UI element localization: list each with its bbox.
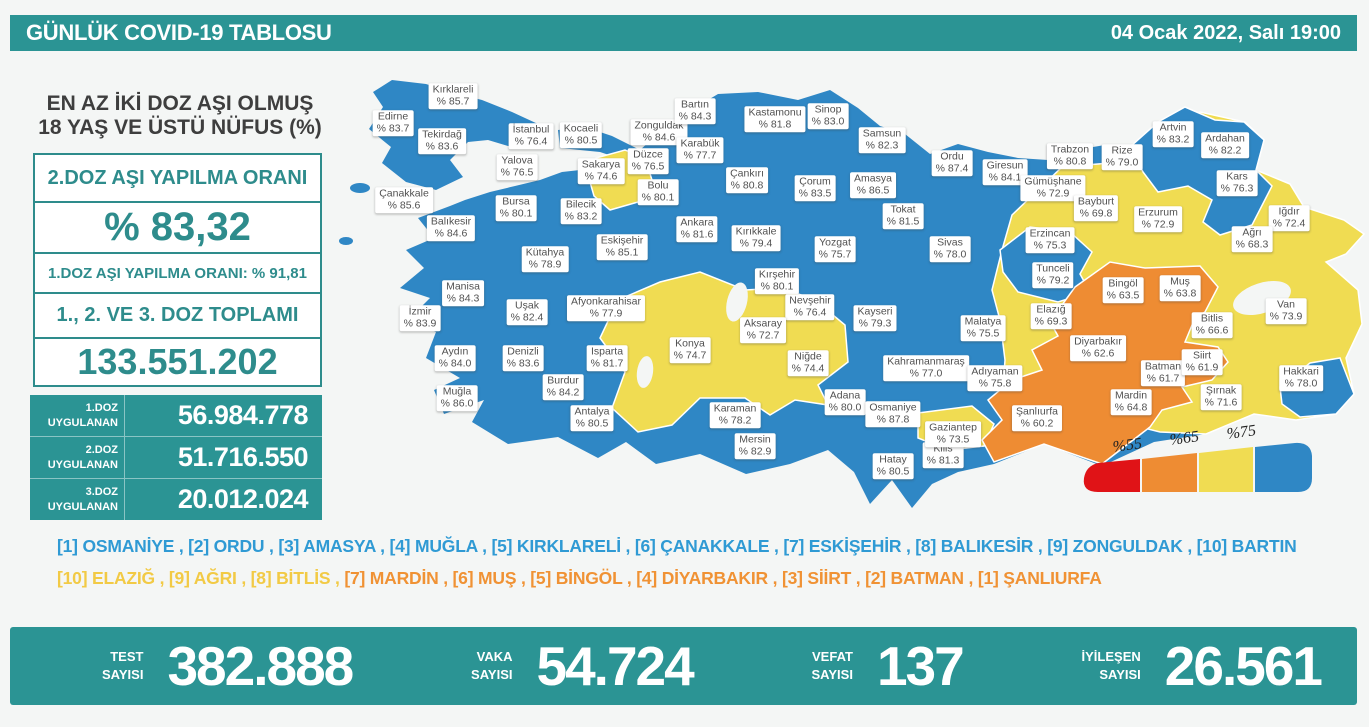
- map-legend: %55 %65 %75: [1083, 422, 1312, 492]
- header-bar: GÜNLÜK COVID-19 TABLOSU 04 Ocak 2022, Sa…: [10, 15, 1357, 51]
- dose2-value: 51.716.550: [177, 442, 309, 472]
- table-row: 3.DOZ UYGULANAN 20.012.024: [30, 478, 322, 520]
- dose3-value: 20.012.024: [177, 484, 309, 514]
- dose3-label: 3.DOZ: [85, 485, 118, 498]
- bottom-list-yellow-part: [10] ELAZIĞ , [9] AĞRI , [8] BİTLİS ,: [57, 568, 345, 588]
- dose1-value: 56.984.778: [177, 400, 309, 430]
- stat-iyilesen-value: 26.561: [1164, 635, 1323, 697]
- legend-label-65: %65: [1169, 428, 1200, 449]
- first-dose-rate-line: 1.DOZ AŞI YAPILMA ORANI: % 91,81: [33, 252, 322, 294]
- stat-iyilesen-label1: İYİLEŞEN: [1081, 649, 1141, 665]
- second-dose-rate-value: % 83,32: [33, 201, 322, 254]
- subtitle-line1: EN AZ İKİ DOZ AŞI OLMUŞ: [46, 92, 314, 115]
- page-title: GÜNLÜK COVID-19 TABLOSU: [26, 20, 332, 45]
- stat-vaka: VAKA SAYISI 54.724: [471, 634, 695, 698]
- stat-vefat-label1: VEFAT: [812, 649, 853, 665]
- stat-vefat-label2: SAYISI: [811, 667, 853, 682]
- stat-vefat: VEFAT SAYISI 137: [811, 634, 965, 698]
- stat-vaka-label2: SAYISI: [471, 667, 513, 682]
- stat-test-value: 382.888: [167, 635, 354, 697]
- legend-segment-blue: [1255, 442, 1312, 492]
- report-date: 04 Ocak 2022, Salı 19:00: [1110, 21, 1341, 44]
- island: [339, 237, 353, 245]
- dose1-label: 1.DOZ: [85, 401, 118, 414]
- legend-segment-red: [1083, 459, 1140, 492]
- dose2-sublabel: UYGULANAN: [47, 458, 118, 471]
- bottom-vaccinated-provinces-list: [10] ELAZIĞ , [9] AĞRI , [8] BİTLİS , [7…: [57, 568, 1327, 589]
- dose2-label: 2.DOZ: [85, 443, 118, 456]
- stat-vaka-value: 54.724: [536, 635, 694, 697]
- dose3-sublabel: UYGULANAN: [47, 500, 118, 513]
- stat-test-label1: TEST: [110, 649, 144, 665]
- stat-test-label2: SAYISI: [102, 667, 144, 682]
- subtitle-line2: 18 YAŞ VE ÜSTÜ NÜFUS (%): [38, 116, 322, 140]
- stat-vaka-label1: VAKA: [476, 649, 513, 665]
- vaccinated-population-subtitle: EN AZ İKİ DOZ AŞI OLMUŞ 18 YAŞ VE ÜSTÜ N…: [18, 92, 342, 140]
- island: [350, 183, 370, 193]
- daily-stats-bar: TEST SAYISI 382.888 VAKA SAYISI 54.724 V…: [10, 627, 1357, 705]
- bottom-list-orange-part: [7] MARDİN , [6] MUŞ , [5] BİNGÖL , [4] …: [344, 568, 1102, 588]
- stat-iyilesen: İYİLEŞEN SAYISI 26.561: [1081, 634, 1323, 698]
- top-vaccinated-provinces-list: [1] OSMANİYE , [2] ORDU , [3] AMASYA , […: [57, 536, 1297, 556]
- legend-segment-yellow: [1199, 447, 1253, 492]
- table-row: 2.DOZ UYGULANAN 51.716.550: [30, 436, 322, 478]
- legend-label-75: %75: [1226, 422, 1257, 443]
- stat-vefat-value: 137: [876, 635, 965, 697]
- stat-iyilesen-label2: SAYISI: [1099, 667, 1141, 682]
- total-doses-value: 133.551.202: [33, 337, 322, 387]
- lake-beysehir: [636, 356, 654, 388]
- stat-test: TEST SAYISI 382.888: [102, 634, 354, 698]
- legend-label-55: %55: [1112, 435, 1143, 456]
- legend-segment-orange: [1142, 453, 1197, 492]
- dose-breakdown-table: 1.DOZ UYGULANAN 56.984.778 2.DOZ UYGULAN…: [30, 395, 322, 520]
- lake-tuz: [726, 282, 748, 322]
- thrace-region: [369, 80, 548, 190]
- dose1-sublabel: UYGULANAN: [47, 416, 118, 429]
- total-doses-label: 1., 2. VE 3. DOZ TOPLAMI: [33, 292, 322, 339]
- vaccination-stats-panel: 2.DOZ AŞI YAPILMA ORANI % 83,32 1.DOZ AŞ…: [33, 153, 322, 387]
- table-row: 1.DOZ UYGULANAN 56.984.778: [30, 395, 322, 436]
- second-dose-rate-label: 2.DOZ AŞI YAPILMA ORANI: [33, 153, 322, 203]
